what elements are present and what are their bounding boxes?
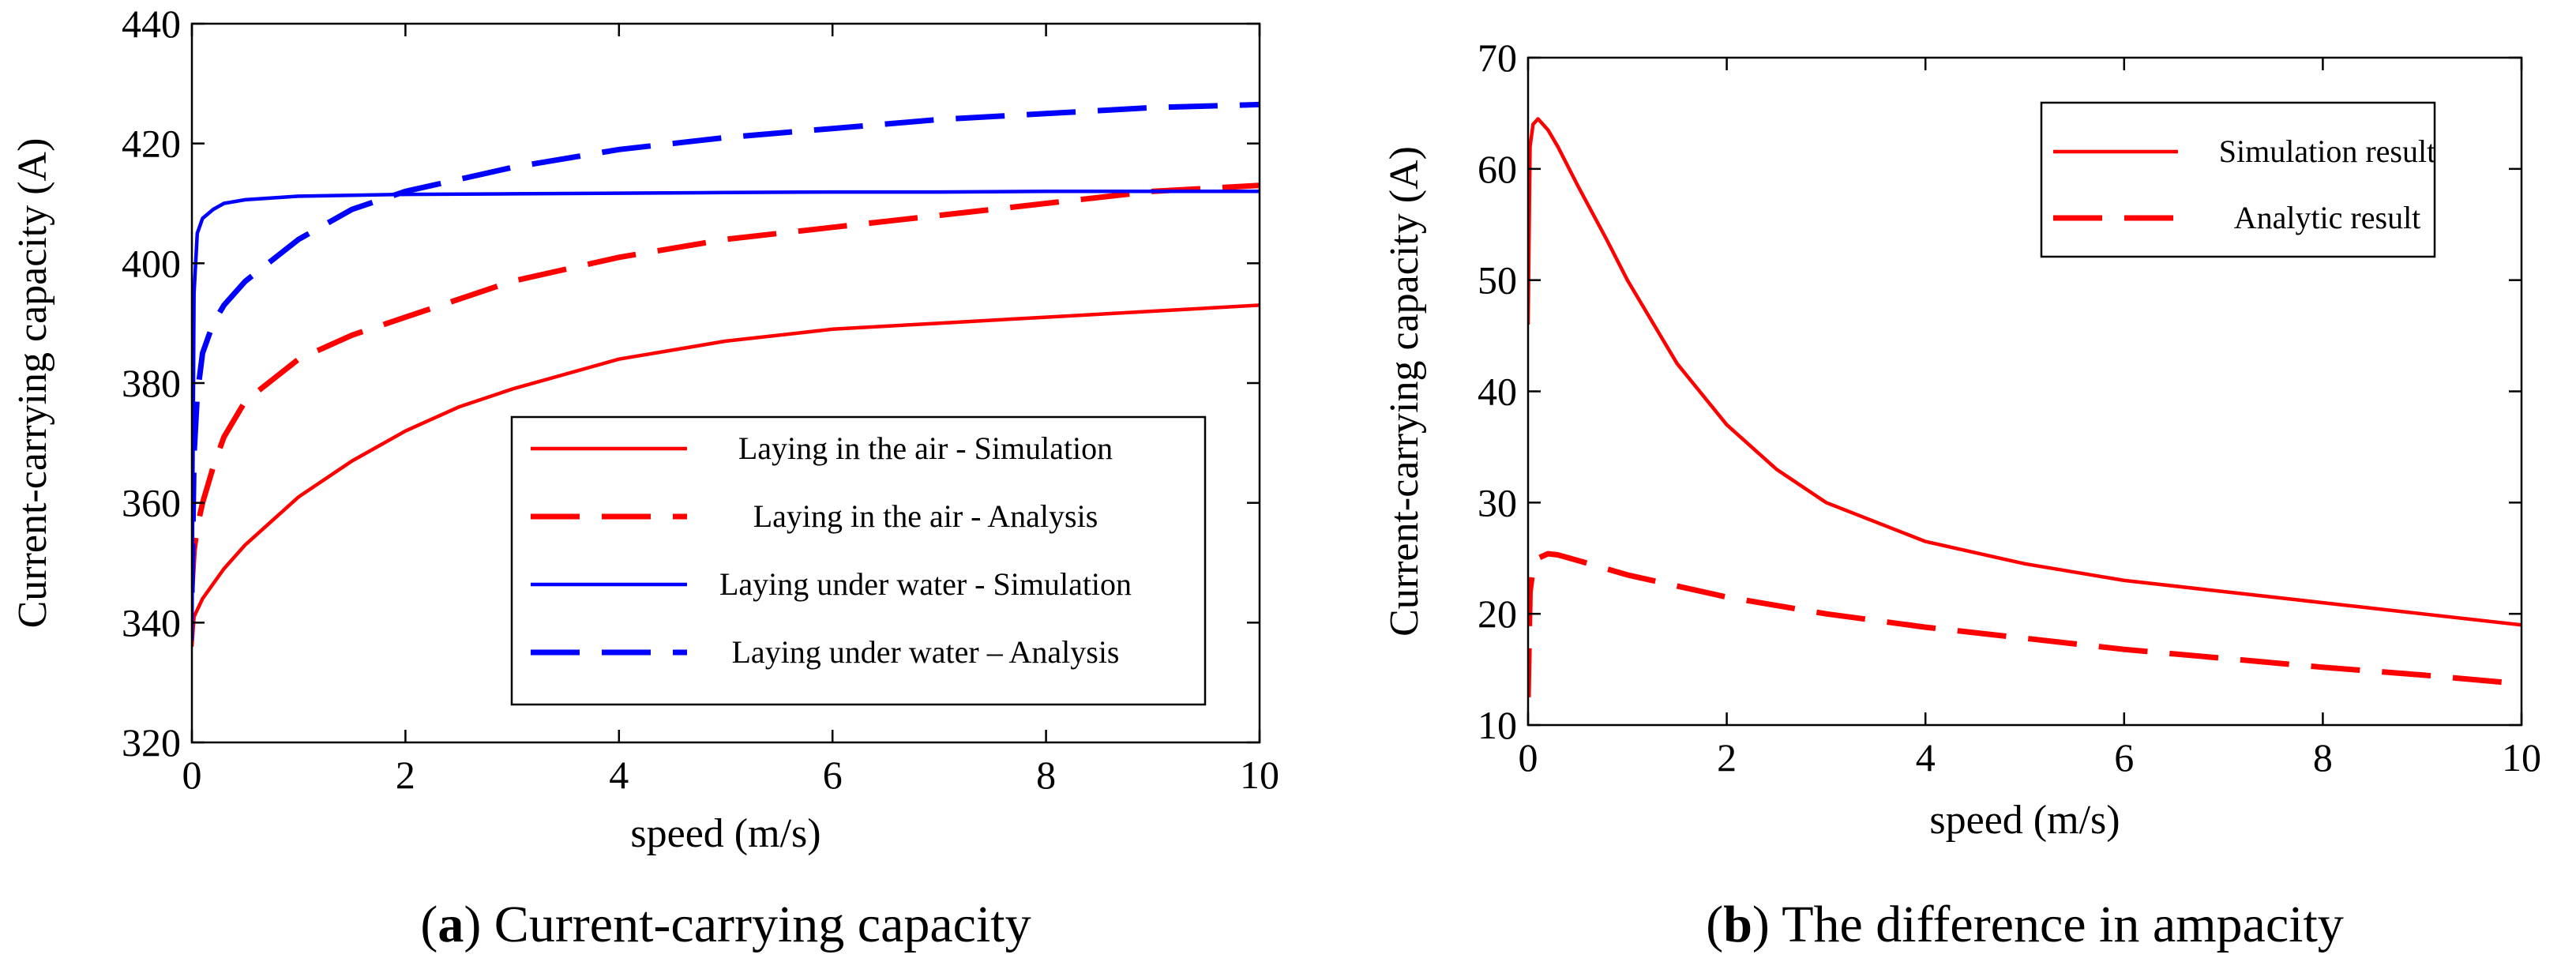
legend-label-1: Simulation result <box>2219 133 2435 169</box>
x-tick-label: 0 <box>1519 735 1538 780</box>
legend-label-3: Laying under water - Simulation <box>719 566 1132 602</box>
series-line-1 <box>1528 117 2522 627</box>
y-tick-label: 10 <box>1478 703 1517 747</box>
caption-open-paren: ( <box>1706 896 1723 953</box>
legend-box <box>2040 101 2436 258</box>
x-tick-label: 8 <box>2313 735 2333 780</box>
caption-open-paren: ( <box>420 896 437 953</box>
y-tick-label: 340 <box>122 600 181 644</box>
x-tick-label: 6 <box>823 753 843 797</box>
series-line-2 <box>1528 551 2522 697</box>
legend-box <box>510 415 1207 706</box>
series-line-2 <box>192 182 1260 588</box>
y-tick-label: 40 <box>1478 370 1517 414</box>
chart-b: 0 2 4 6 8 10 10 20 30 40 50 60 70 speed (m/s) Current-… <box>1382 36 2541 953</box>
y-tick-label: 420 <box>122 122 181 166</box>
y-tick-label: 70 <box>1478 36 1517 80</box>
x-tick-label: 2 <box>1717 735 1737 780</box>
x-axis-label: speed (m/s) <box>1929 798 2120 843</box>
legend-label-4: Laying under water – Analysis <box>732 634 1120 670</box>
x-axis-label: speed (m/s) <box>630 811 820 856</box>
legend: Laying in the air - Simulation Laying in … <box>510 415 1207 706</box>
legend-label-2: Analytic result <box>2234 200 2421 235</box>
caption-letter: a <box>437 896 464 953</box>
caption-text: ) Current-carrying capacity <box>464 896 1031 953</box>
caption-letter: b <box>1723 896 1752 953</box>
chart-a: 0 2 4 6 8 10 320 340 360 380 400 420 440 speed (m/s) C… <box>10 2 1279 953</box>
y-tick-label: 50 <box>1478 258 1517 302</box>
x-tick-label: 8 <box>1036 753 1056 797</box>
y-tick-label: 60 <box>1478 147 1517 191</box>
x-tick-label: 4 <box>1916 735 1936 780</box>
figure-caption: (a) Current-carrying capacity <box>420 896 1031 953</box>
series-line-3 <box>192 190 1260 641</box>
y-tick-label: 440 <box>122 2 181 46</box>
y-axis-label: Current-carrying capacity (A) <box>10 138 55 629</box>
series-line-1 <box>192 303 1260 647</box>
y-axis-label: Current-carrying capacity (A) <box>1382 146 1427 637</box>
legend: Simulation result Analytic result <box>2040 101 2436 258</box>
y-tick-label: 320 <box>122 720 181 765</box>
x-tick-label: 6 <box>2114 735 2134 780</box>
legend-label-1: Laying in the air - Simulation <box>738 430 1113 466</box>
series-line-4 <box>192 101 1260 593</box>
x-tick-label: 10 <box>2502 735 2541 780</box>
x-tick-label: 10 <box>1240 753 1279 797</box>
caption-text: ) The difference in ampacity <box>1752 896 2344 953</box>
y-tick-label: 360 <box>122 481 181 525</box>
y-tick-label: 380 <box>122 361 181 405</box>
y-tick-label: 30 <box>1478 480 1517 524</box>
figure-caption: (b) The difference in ampacity <box>1706 896 2344 953</box>
legend-label-2: Laying in the air - Analysis <box>753 498 1098 534</box>
y-tick-label: 20 <box>1478 592 1517 636</box>
x-tick-label: 2 <box>396 753 415 797</box>
x-tick-label: 0 <box>182 753 202 797</box>
y-tick-label: 400 <box>122 241 181 285</box>
x-tick-label: 4 <box>609 753 629 797</box>
